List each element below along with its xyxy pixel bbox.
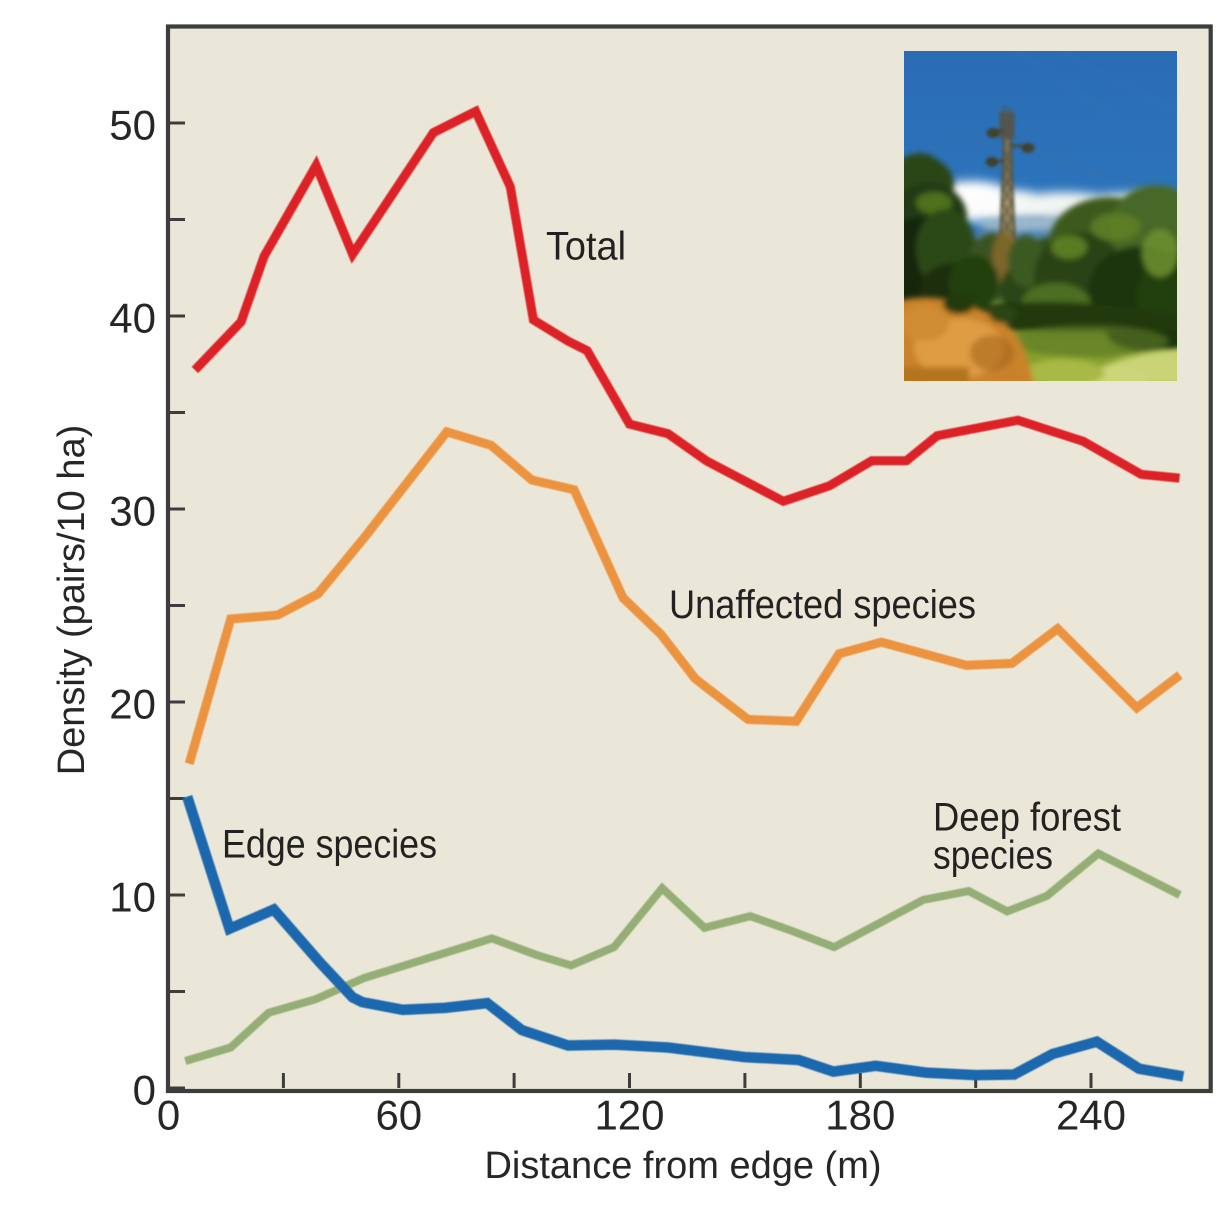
svg-text:120: 120 — [594, 1092, 664, 1139]
svg-text:species: species — [933, 834, 1053, 878]
svg-text:180: 180 — [825, 1092, 895, 1139]
svg-text:Edge species: Edge species — [222, 823, 437, 867]
svg-text:40: 40 — [109, 295, 156, 342]
svg-text:240: 240 — [1056, 1092, 1126, 1139]
svg-text:10: 10 — [109, 874, 156, 921]
svg-text:Deep forest: Deep forest — [933, 796, 1121, 840]
svg-text:Distance from edge (m): Distance from edge (m) — [484, 1145, 881, 1187]
svg-text:30: 30 — [109, 488, 156, 535]
svg-text:60: 60 — [375, 1092, 422, 1139]
svg-text:0: 0 — [157, 1092, 180, 1139]
svg-text:20: 20 — [109, 681, 156, 728]
svg-text:Total: Total — [546, 225, 626, 269]
svg-text:0: 0 — [133, 1067, 156, 1114]
svg-text:50: 50 — [109, 102, 156, 149]
svg-text:Density (pairs/10 ha): Density (pairs/10 ha) — [51, 425, 93, 776]
svg-text:Unaffected species: Unaffected species — [669, 583, 976, 627]
